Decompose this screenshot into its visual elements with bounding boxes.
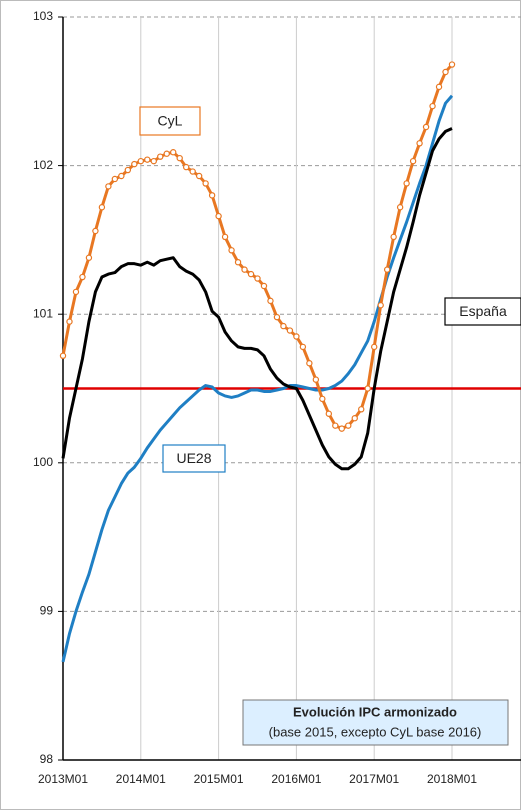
point <box>364 385 371 392</box>
point <box>390 233 397 241</box>
point <box>416 140 423 147</box>
x-tick-label: 2015M01 <box>194 772 244 786</box>
point <box>422 123 430 131</box>
point <box>280 322 287 330</box>
y-tick-label: 102 <box>33 158 53 172</box>
point <box>118 172 125 180</box>
point <box>293 333 300 340</box>
y-tick-label: 99 <box>40 604 54 618</box>
point <box>79 273 86 281</box>
point <box>435 83 443 91</box>
series-line <box>61 127 453 471</box>
point <box>448 61 456 68</box>
point <box>306 360 313 367</box>
series-label-box <box>139 106 201 136</box>
point <box>409 157 417 165</box>
point <box>241 266 248 273</box>
point <box>163 150 170 157</box>
series-label-box <box>444 297 521 326</box>
y-tick-label: 100 <box>33 455 53 469</box>
point <box>137 157 144 165</box>
point <box>195 172 203 180</box>
point <box>98 204 106 211</box>
point <box>189 168 196 175</box>
point <box>371 343 378 351</box>
point <box>358 406 365 413</box>
point <box>92 227 99 235</box>
point <box>228 247 235 254</box>
point <box>124 166 132 174</box>
point <box>273 313 281 321</box>
point <box>312 376 320 383</box>
point <box>345 422 352 429</box>
point <box>403 180 410 187</box>
point <box>332 422 339 429</box>
y-tick-label: 101 <box>33 306 53 320</box>
point <box>111 175 119 183</box>
point <box>150 157 157 165</box>
point <box>105 183 112 190</box>
point <box>247 270 255 278</box>
point <box>144 156 151 163</box>
point <box>254 275 261 282</box>
series-label: UE28 <box>176 450 211 466</box>
point <box>221 233 229 241</box>
point <box>260 282 268 290</box>
point <box>319 395 326 403</box>
series-label: España <box>459 303 507 319</box>
point <box>429 102 436 110</box>
point <box>157 153 164 160</box>
chart-title: Evolución IPC armonizado <box>293 704 457 719</box>
point <box>286 327 294 334</box>
point <box>208 192 216 199</box>
point <box>383 266 391 273</box>
point <box>182 163 190 171</box>
x-tick-label: 2013M01 <box>38 772 88 786</box>
x-tick-label: 2018M01 <box>427 772 477 786</box>
point <box>396 204 404 211</box>
point <box>442 68 449 76</box>
y-tick-label: 103 <box>33 9 53 23</box>
lines <box>59 61 521 663</box>
series-label: CyL <box>158 113 183 129</box>
point <box>85 254 93 261</box>
point <box>299 343 307 351</box>
point <box>377 302 384 309</box>
point <box>202 180 209 187</box>
point <box>170 149 177 156</box>
x-tick-label: 2016M01 <box>271 772 321 786</box>
point <box>325 410 333 417</box>
point <box>59 352 67 360</box>
y-tick-label: 98 <box>40 752 54 766</box>
title-box <box>242 699 509 746</box>
point <box>66 318 73 325</box>
point <box>131 160 138 168</box>
point <box>234 258 242 266</box>
x-tick-label: 2017M01 <box>349 772 399 786</box>
point <box>351 415 358 422</box>
point <box>72 288 80 296</box>
point <box>338 425 345 432</box>
x-tick-label: 2014M01 <box>116 772 166 786</box>
point <box>215 212 222 220</box>
series-label-box <box>162 444 226 473</box>
point <box>176 154 183 162</box>
point <box>267 297 274 305</box>
chart-subtitle: (base 2015, excepto CyL base 2016) <box>269 724 482 739</box>
